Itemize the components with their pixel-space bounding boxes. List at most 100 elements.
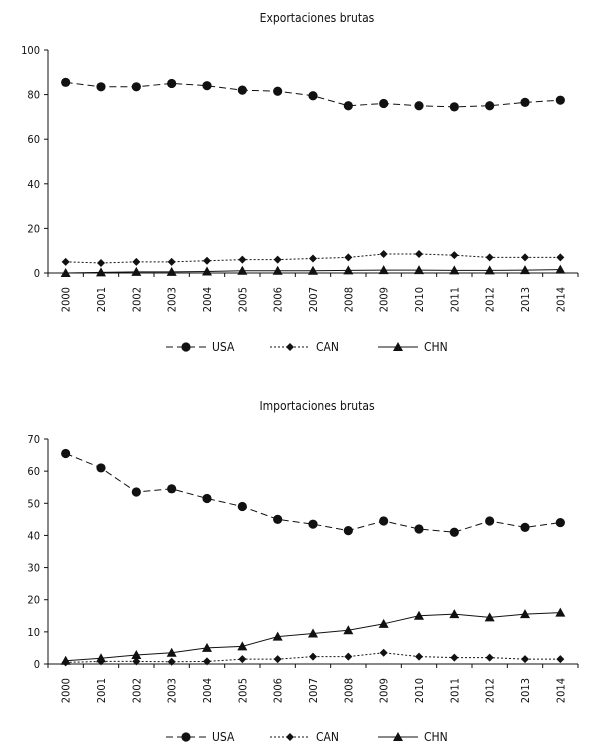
data-point — [344, 253, 353, 262]
legend-marker — [181, 342, 191, 352]
data-point — [309, 652, 317, 661]
y-tick-label: 60 — [27, 133, 40, 146]
legend-marker — [393, 732, 403, 741]
data-point — [449, 609, 460, 619]
y-tick-label: 70 — [27, 433, 40, 446]
y-tick-label: 60 — [27, 465, 40, 478]
x-tick-label: 2007 — [307, 678, 320, 703]
series-line — [65, 652, 561, 663]
x-tick-label: 2000 — [60, 678, 73, 703]
legend-label: USA — [212, 340, 235, 354]
data-point — [131, 266, 142, 276]
legend-label: CHN — [424, 340, 448, 354]
x-tick-label: 2006 — [272, 287, 285, 312]
data-point — [449, 265, 460, 275]
data-point — [308, 265, 318, 275]
series-chn — [60, 607, 566, 665]
data-point — [556, 655, 565, 664]
data-point — [521, 253, 529, 262]
data-point — [61, 448, 71, 459]
chart-title: Exportaciones brutas — [260, 11, 375, 25]
data-point — [202, 642, 212, 652]
x-tick-label: 2014 — [554, 287, 567, 312]
data-point — [202, 266, 212, 276]
data-point — [237, 641, 248, 651]
y-tick-label: 30 — [27, 562, 40, 575]
data-point — [379, 250, 388, 259]
data-point — [166, 647, 177, 657]
data-point — [414, 265, 424, 275]
data-point — [97, 258, 105, 267]
x-tick-label: 2009 — [378, 287, 391, 312]
x-tick-label: 2006 — [272, 678, 285, 703]
y-tick-label: 20 — [27, 594, 40, 607]
data-point — [61, 257, 70, 266]
legend-marker — [181, 732, 191, 742]
legend-label: CHN — [424, 730, 448, 744]
legend: USA CAN CHN — [166, 730, 448, 744]
y-tick-label: 10 — [27, 626, 40, 639]
series-line — [65, 253, 561, 264]
x-tick-label: 2011 — [448, 678, 461, 703]
series-can — [61, 250, 565, 267]
data-point — [132, 657, 141, 666]
legend-marker — [393, 342, 403, 351]
x-tick-label: 2002 — [130, 678, 143, 703]
x-tick-label: 2005 — [236, 287, 249, 312]
data-point — [485, 101, 495, 111]
data-point — [450, 653, 459, 662]
data-point — [414, 524, 424, 534]
legend: USA CAN CHN — [166, 340, 448, 354]
data-point — [131, 487, 141, 497]
data-point — [556, 253, 565, 262]
data-point — [237, 85, 247, 95]
y-tick-label: 40 — [27, 529, 40, 542]
data-point — [238, 255, 247, 264]
data-point — [132, 257, 141, 266]
data-point — [379, 98, 389, 109]
data-point — [166, 266, 177, 276]
data-point — [272, 265, 283, 275]
data-point — [521, 655, 529, 664]
data-point — [343, 625, 354, 635]
y-tick-label: 0 — [34, 658, 40, 671]
data-point — [237, 265, 248, 275]
data-point — [485, 253, 494, 262]
y-tick-label: 80 — [27, 89, 40, 102]
series-usa — [61, 77, 565, 112]
data-point — [343, 526, 353, 536]
y-tick-label: 20 — [27, 222, 40, 235]
data-point — [555, 264, 566, 274]
data-point — [167, 78, 177, 89]
data-point — [238, 655, 247, 664]
x-tick-label: 2004 — [201, 287, 214, 312]
data-point — [131, 650, 142, 659]
data-point — [167, 484, 177, 494]
data-point — [272, 631, 283, 641]
data-point — [415, 652, 423, 661]
legend-label: CAN — [316, 340, 339, 354]
data-point — [520, 522, 530, 532]
data-point — [96, 267, 106, 277]
data-point — [414, 101, 424, 111]
data-point — [379, 648, 388, 657]
data-point — [96, 463, 106, 473]
x-tick-label: 2011 — [448, 287, 461, 312]
data-point — [273, 655, 282, 664]
x-tick-label: 2003 — [166, 287, 179, 312]
data-point — [60, 655, 71, 665]
y-tick-label: 40 — [27, 178, 40, 191]
x-tick-label: 2003 — [166, 678, 179, 703]
data-point — [378, 265, 389, 275]
x-tick-label: 2013 — [519, 678, 532, 703]
x-tick-label: 2005 — [236, 678, 249, 703]
series-usa — [61, 448, 565, 537]
y-tick-label: 0 — [34, 267, 40, 280]
y-tick-label: 50 — [27, 497, 40, 510]
data-point — [344, 652, 353, 661]
data-point — [61, 77, 71, 87]
data-point — [202, 493, 212, 504]
data-point — [167, 657, 176, 666]
x-tick-label: 2012 — [484, 287, 497, 312]
